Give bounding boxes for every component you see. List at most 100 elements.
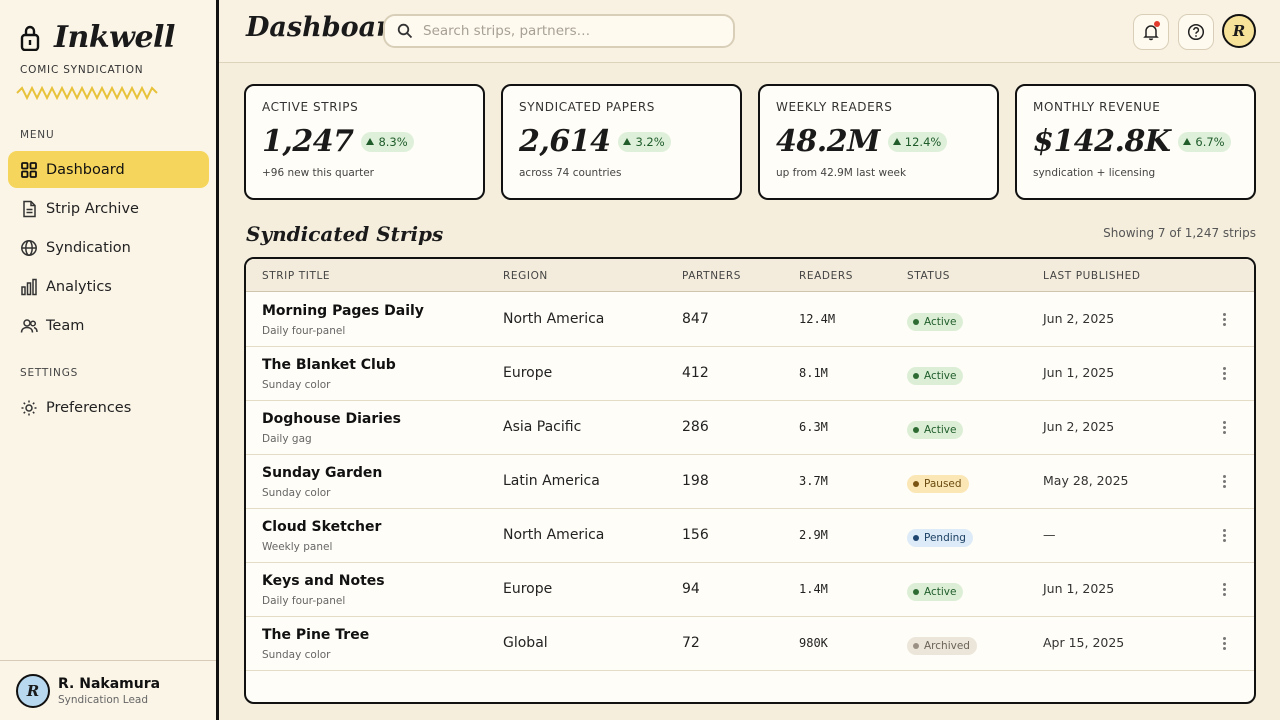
table-row[interactable]: The Pine Tree Sunday color Global 72 980… <box>246 617 1254 671</box>
row-menu-button[interactable] <box>1214 525 1234 545</box>
stat-label: SYNDICATED PAPERS <box>519 100 655 114</box>
strip-title[interactable]: Sunday Garden <box>262 465 383 481</box>
brand-name: Inkwell <box>54 20 175 55</box>
strip-readers: 2.9M <box>799 528 828 542</box>
sidebar-item-label: Analytics <box>46 278 112 295</box>
strip-readers: 3.7M <box>799 474 828 488</box>
strip-title[interactable]: The Blanket Club <box>262 357 396 373</box>
sidebar-item-strip-archive[interactable]: Strip Archive <box>8 190 209 227</box>
table-row[interactable]: Sunday Garden Sunday color Latin America… <box>246 455 1254 509</box>
status-badge: Pending <box>907 529 973 547</box>
strip-title[interactable]: The Pine Tree <box>262 627 370 643</box>
kebab-icon <box>1222 312 1226 326</box>
row-menu-button[interactable] <box>1214 633 1234 653</box>
page-title: Dashboard <box>246 12 410 43</box>
status-label: Active <box>924 370 957 382</box>
table-row[interactable]: Doghouse Diaries Daily gag Asia Pacific … <box>246 401 1254 455</box>
sidebar-item-syndication[interactable]: Syndication <box>8 229 209 266</box>
help-button[interactable] <box>1178 14 1214 50</box>
table-row[interactable]: The Blanket Club Sunday color Europe 412… <box>246 347 1254 401</box>
column-header-region[interactable]: REGION <box>503 270 548 282</box>
column-header-readers[interactable]: READERS <box>799 270 853 282</box>
globe-icon <box>21 239 37 256</box>
strip-format: Sunday color <box>262 379 331 391</box>
row-menu-button[interactable] <box>1214 579 1234 599</box>
strip-partners: 198 <box>682 473 709 489</box>
brand[interactable]: Inkwell <box>20 20 175 55</box>
column-header-status[interactable]: STATUS <box>907 270 950 282</box>
bell-icon <box>1143 25 1159 41</box>
strip-region: Latin America <box>503 473 600 489</box>
stat-delta-value: 3.2% <box>635 134 665 149</box>
strip-readers: 980K <box>799 636 828 650</box>
last-published: Apr 15, 2025 <box>1043 635 1125 650</box>
strip-title[interactable]: Cloud Sketcher <box>262 519 382 535</box>
strip-partners: 286 <box>682 419 709 435</box>
row-menu-button[interactable] <box>1214 309 1234 329</box>
column-header-last-published[interactable]: LAST PUBLISHED <box>1043 270 1141 282</box>
status-badge: Active <box>907 583 964 601</box>
column-header-partners[interactable]: PARTNERS <box>682 270 742 282</box>
strip-format: Sunday color <box>262 649 331 661</box>
sidebar-item-team[interactable]: Team <box>8 307 209 344</box>
sidebar-item-dashboard[interactable]: Dashboard <box>8 151 209 188</box>
table-header: STRIP TITLE REGION PARTNERS READERS STAT… <box>246 259 1254 292</box>
strip-partners: 72 <box>682 635 700 651</box>
stat-delta-value: 6.7% <box>1195 134 1225 149</box>
search-bar[interactable] <box>383 14 735 48</box>
grid-icon <box>21 161 37 178</box>
last-published: Jun 2, 2025 <box>1043 419 1115 434</box>
strip-partners: 412 <box>682 365 709 381</box>
stat-label: ACTIVE STRIPS <box>262 100 359 114</box>
kebab-icon <box>1222 636 1226 650</box>
stat-value: $142.8K <box>1033 124 1171 159</box>
status-dot <box>913 481 919 487</box>
strip-readers: 6.3M <box>799 420 828 434</box>
sidebar-item-analytics[interactable]: Analytics <box>8 268 209 305</box>
table-row[interactable]: Keys and Notes Daily four-panel Europe 9… <box>246 563 1254 617</box>
notifications-button[interactable] <box>1133 14 1169 50</box>
status-badge: Active <box>907 313 964 331</box>
up-arrow-icon <box>1183 138 1192 145</box>
stat-card-active-strips: ACTIVE STRIPS 1,247 8.3% +96 new this qu… <box>244 84 485 200</box>
status-cell: Active <box>907 580 964 601</box>
stat-subtext: across 74 countries <box>519 167 622 179</box>
status-dot <box>913 589 919 595</box>
strip-title[interactable]: Doghouse Diaries <box>262 411 401 427</box>
kebab-icon <box>1222 366 1226 380</box>
last-published: Jun 1, 2025 <box>1043 365 1115 380</box>
search-input[interactable] <box>423 23 713 39</box>
squiggle-divider <box>16 86 158 100</box>
help-icon <box>1187 23 1205 41</box>
row-menu-button[interactable] <box>1214 471 1234 491</box>
status-dot <box>913 535 919 541</box>
status-badge: Paused <box>907 475 969 493</box>
row-menu-button[interactable] <box>1214 363 1234 383</box>
strip-format: Daily four-panel <box>262 325 346 337</box>
row-menu-button[interactable] <box>1214 417 1234 437</box>
strip-format: Sunday color <box>262 487 331 499</box>
document-icon <box>23 200 36 217</box>
lock-icon <box>20 25 40 51</box>
kebab-icon <box>1222 528 1226 542</box>
last-published: May 28, 2025 <box>1043 473 1129 488</box>
strip-title[interactable]: Keys and Notes <box>262 573 385 589</box>
status-cell: Pending <box>907 526 973 547</box>
sidebar-item-label: Syndication <box>46 239 131 256</box>
column-header-title[interactable]: STRIP TITLE <box>262 270 331 282</box>
stat-value: 48.2M <box>776 124 880 159</box>
up-arrow-icon <box>623 138 632 145</box>
avatar: R <box>16 673 50 708</box>
stat-label: WEEKLY READERS <box>776 100 893 114</box>
strip-title[interactable]: Morning Pages Daily <box>262 303 424 319</box>
status-label: Active <box>924 316 957 328</box>
status-dot <box>913 373 919 379</box>
table-row[interactable]: Cloud Sketcher Weekly panel North Americ… <box>246 509 1254 563</box>
user-profile[interactable]: R R. Nakamura Syndication Lead <box>0 660 216 720</box>
up-arrow-icon <box>366 138 375 145</box>
status-dot <box>913 319 919 325</box>
header-avatar[interactable]: R <box>1222 14 1256 48</box>
stat-card-monthly-revenue: MONTHLY REVENUE $142.8K 6.7% syndication… <box>1015 84 1256 200</box>
table-row[interactable]: Morning Pages Daily Daily four-panel Nor… <box>246 293 1254 347</box>
sidebar-item-preferences[interactable]: Preferences <box>8 389 209 426</box>
